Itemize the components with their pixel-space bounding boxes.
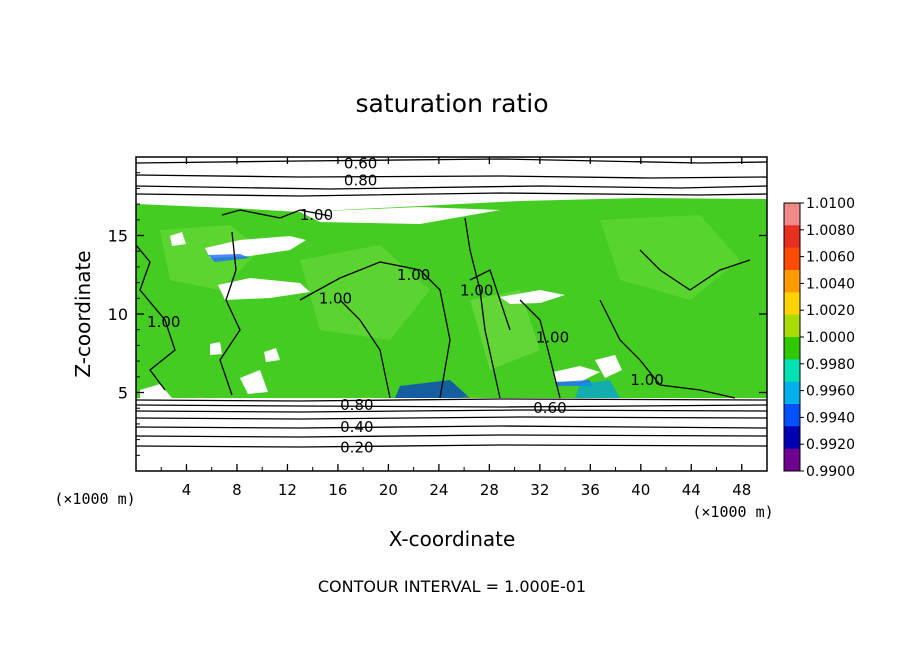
contour-label: 0.40 bbox=[340, 418, 373, 436]
x-tick-label: 48 bbox=[732, 481, 751, 499]
colorbar-label: 1.0040 bbox=[806, 276, 855, 292]
x-tick-label: 28 bbox=[480, 481, 499, 499]
colorbar-swatch bbox=[784, 203, 800, 226]
contour-label: 1.00 bbox=[300, 206, 333, 224]
colorbar-swatch bbox=[784, 292, 800, 316]
x-tick-label: 44 bbox=[682, 481, 701, 499]
contour-label: 1.00 bbox=[397, 266, 430, 284]
contour-label: 1.00 bbox=[536, 329, 569, 347]
colorbar-label: 0.9920 bbox=[806, 437, 855, 453]
colorbar-label: 1.0100 bbox=[806, 196, 855, 212]
colorbar-label: 1.0020 bbox=[806, 303, 855, 319]
contour-label: 0.60 bbox=[344, 154, 377, 172]
contour-label: 0.20 bbox=[340, 438, 373, 456]
colorbar-swatch bbox=[784, 314, 800, 338]
colorbar-label: 0.9980 bbox=[806, 357, 855, 373]
x-axis: 4 8 12 16 20 24 28 32 36 40 44 48 bbox=[160, 157, 751, 499]
colorbar: 1.0100 1.0080 1.0060 1.0040 1.0020 1.0000 0.99… bbox=[783, 196, 855, 480]
colorbar-label: 0.9940 bbox=[806, 410, 855, 426]
x-tick-label: 20 bbox=[379, 481, 398, 499]
y-axis: 5 10 15 bbox=[108, 172, 767, 456]
colorbar-swatch bbox=[784, 337, 800, 360]
contour-label: 0.60 bbox=[533, 399, 566, 417]
colorbar-label: 1.0000 bbox=[806, 330, 855, 346]
contour-interval-note: CONTOUR INTERVAL = 1.000E-01 bbox=[318, 577, 586, 596]
x-tick-label: 16 bbox=[328, 481, 347, 499]
x-tick-label: 4 bbox=[182, 481, 192, 499]
x-axis-title: X-coordinate bbox=[389, 527, 516, 551]
chart-title: saturation ratio bbox=[355, 89, 548, 118]
colorbar-swatch bbox=[784, 381, 800, 405]
colorbar-swatch bbox=[784, 270, 800, 293]
colorbar-swatch bbox=[784, 404, 800, 427]
y-unit-label: (×1000 m) bbox=[54, 490, 135, 508]
contour-label: 1.00 bbox=[460, 281, 493, 299]
colorbar-swatch bbox=[784, 247, 800, 271]
y-tick-label: 5 bbox=[118, 384, 128, 403]
y-axis-title: Z-coordinate bbox=[71, 250, 95, 377]
x-tick-label: 8 bbox=[232, 481, 242, 499]
contour-label: 1.00 bbox=[147, 313, 180, 331]
contour-label: 1.00 bbox=[319, 289, 352, 307]
x-tick-label: 32 bbox=[530, 481, 549, 499]
contour-label: 0.80 bbox=[344, 172, 377, 190]
dry-pocket bbox=[218, 278, 310, 300]
colorbar-label: 1.0080 bbox=[806, 223, 855, 239]
contour-label: 0.80 bbox=[340, 396, 373, 414]
colorbar-swatch bbox=[784, 426, 800, 450]
x-unit-label: (×1000 m) bbox=[692, 503, 773, 521]
saturated-region bbox=[136, 198, 767, 398]
plot-field bbox=[136, 157, 767, 471]
dry-pocket bbox=[205, 236, 306, 258]
colorbar-swatch bbox=[784, 225, 800, 249]
y-tick-label: 15 bbox=[108, 227, 128, 246]
x-tick-label: 24 bbox=[429, 481, 448, 499]
colorbar-swatch bbox=[784, 359, 800, 383]
colorbar-label: 1.0060 bbox=[806, 250, 855, 266]
contour-labels: 0.600.801.001.001.001.001.001.001.000.80… bbox=[147, 154, 664, 456]
colorbar-label: 0.9960 bbox=[806, 384, 855, 400]
x-tick-label: 12 bbox=[278, 481, 297, 499]
x-tick-label: 36 bbox=[581, 481, 600, 499]
y-tick-label: 10 bbox=[108, 305, 128, 324]
colorbar-label: 0.9900 bbox=[806, 464, 855, 480]
x-tick-label: 40 bbox=[631, 481, 650, 499]
contour-label: 1.00 bbox=[630, 371, 663, 389]
colorbar-swatch bbox=[784, 448, 800, 472]
